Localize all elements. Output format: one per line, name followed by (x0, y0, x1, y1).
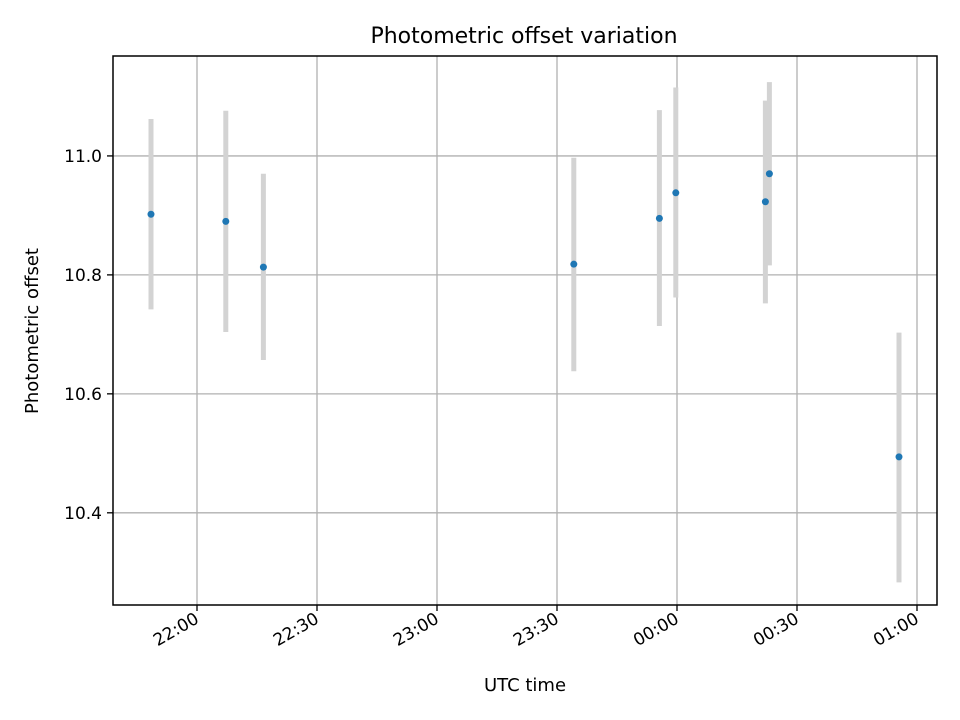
y-tick-label: 10.6 (64, 385, 102, 405)
x-tick-label: 00:00 (630, 609, 682, 651)
data-point (222, 217, 230, 225)
y-tick-label: 10.8 (64, 266, 102, 286)
data-point-layer (147, 170, 903, 461)
data-point (655, 214, 663, 222)
plot-frame (112, 55, 938, 606)
x-tick-label: 23:30 (510, 609, 562, 651)
y-axis-label: Photometric offset (22, 248, 43, 414)
y-tick-label: 11.0 (64, 147, 102, 167)
data-point (259, 263, 267, 271)
x-tick-label: 00:30 (750, 609, 802, 651)
y-tick-label: 10.4 (64, 504, 102, 524)
data-point (761, 198, 769, 206)
x-axis-label: UTC time (484, 675, 566, 696)
data-point (147, 210, 155, 218)
grid-layer (113, 56, 937, 605)
tick-layer: 22:00 22:30 23:00 23:30 00:00 00:30 01:00 10.4 1… (64, 147, 922, 651)
data-point (765, 170, 773, 178)
data-point (672, 189, 680, 197)
x-tick-label: 22:30 (270, 609, 322, 651)
x-tick-label: 23:00 (390, 609, 442, 651)
data-point (895, 453, 903, 461)
x-tick-label: 01:00 (870, 609, 922, 651)
chart-title: Photometric offset variation (370, 24, 677, 49)
x-tick-label: 22:00 (150, 609, 202, 651)
data-point (570, 260, 578, 268)
error-bar-layer (148, 82, 902, 583)
